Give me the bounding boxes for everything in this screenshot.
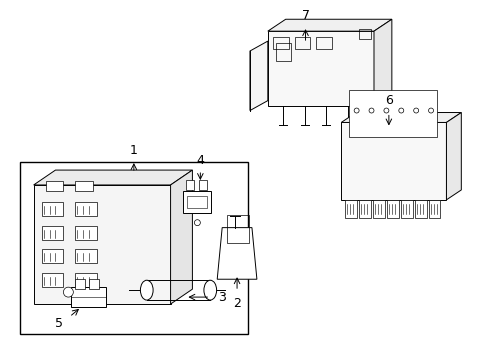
Bar <box>186 180 194 190</box>
Bar <box>41 273 63 287</box>
Circle shape <box>353 108 358 113</box>
Bar <box>75 181 93 191</box>
Circle shape <box>63 287 73 297</box>
Bar <box>348 90 436 137</box>
Bar <box>358 29 370 39</box>
Polygon shape <box>34 170 192 185</box>
Text: 7: 7 <box>301 9 309 22</box>
Bar <box>294 37 310 49</box>
Circle shape <box>427 108 433 113</box>
Ellipse shape <box>140 280 153 300</box>
Bar <box>414 200 426 218</box>
Polygon shape <box>267 19 391 31</box>
Bar <box>358 200 370 218</box>
Bar <box>71 287 106 307</box>
Bar <box>45 181 63 191</box>
Bar <box>41 226 63 239</box>
Bar <box>372 200 384 218</box>
Polygon shape <box>446 113 460 200</box>
Bar <box>75 273 97 287</box>
Text: 2: 2 <box>233 297 241 310</box>
Circle shape <box>413 108 418 113</box>
Bar <box>427 200 440 218</box>
Bar <box>345 200 356 218</box>
Circle shape <box>194 220 200 226</box>
Polygon shape <box>341 113 460 122</box>
Text: 4: 4 <box>196 154 204 167</box>
Polygon shape <box>341 122 446 200</box>
Polygon shape <box>34 185 170 304</box>
Bar <box>386 200 398 218</box>
Circle shape <box>368 108 373 113</box>
Bar <box>41 249 63 264</box>
Bar <box>187 196 207 208</box>
Text: 3: 3 <box>218 291 225 303</box>
Bar <box>89 279 99 289</box>
Bar <box>20 162 247 334</box>
Circle shape <box>398 108 403 113</box>
Bar <box>316 37 332 49</box>
Text: 6: 6 <box>384 94 392 107</box>
Bar <box>226 215 248 243</box>
Text: 5: 5 <box>55 318 63 330</box>
Bar <box>75 202 97 216</box>
Ellipse shape <box>203 280 216 300</box>
Polygon shape <box>373 19 391 105</box>
Polygon shape <box>249 41 267 111</box>
Bar <box>183 191 211 213</box>
Text: 1: 1 <box>130 144 138 157</box>
Bar <box>41 202 63 216</box>
Bar <box>75 226 97 239</box>
Bar <box>199 180 207 190</box>
Circle shape <box>383 108 388 113</box>
Polygon shape <box>267 31 373 105</box>
Polygon shape <box>170 170 192 304</box>
Polygon shape <box>217 228 256 279</box>
Bar <box>400 200 412 218</box>
Bar <box>75 249 97 264</box>
Bar <box>275 43 290 61</box>
Bar <box>272 37 288 49</box>
Bar <box>75 279 85 289</box>
